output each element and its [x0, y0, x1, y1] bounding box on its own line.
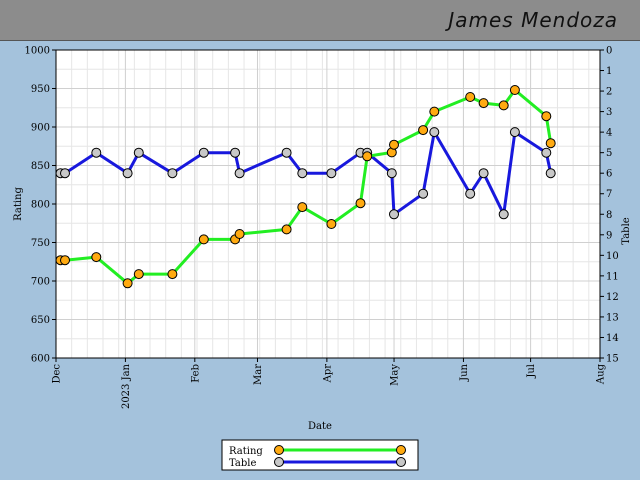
left-axis-tick-label: 950 [31, 84, 50, 95]
rating-point [281, 224, 292, 235]
table-point [326, 168, 337, 179]
x-axis-tick-label: Feb [190, 364, 201, 383]
table-point [234, 168, 245, 179]
legend-marker-rating [396, 445, 406, 455]
series-layer [55, 85, 556, 289]
right-axis-tick-label: 14 [606, 333, 619, 344]
right-axis-tick-label: 8 [606, 210, 612, 221]
legend-box [221, 439, 419, 471]
rating-point [429, 106, 440, 117]
legend-marker-table [274, 457, 284, 467]
right-axis-tick-label: 11 [606, 271, 619, 282]
left-axis-tick-label: 750 [31, 238, 50, 249]
table-point [389, 209, 399, 220]
rating-point [498, 100, 509, 111]
rating-point [389, 139, 399, 150]
right-axis-tick-label: 4 [606, 128, 612, 139]
right-axis-tick-label: 3 [606, 107, 612, 118]
x-axis-tick-label: 2023 Jan [121, 363, 132, 409]
table-point [133, 147, 144, 158]
rating-point [355, 198, 366, 209]
x-axis-tick-label: Mar [253, 364, 264, 385]
table-point [509, 127, 520, 138]
header-bar: James Mendoza [0, 0, 640, 41]
table-point [297, 168, 308, 179]
left-axis-tick-label: 850 [31, 161, 50, 172]
x-axis: Dec 2023 Jan Feb Mar Apr May Jun Jul Aug [52, 358, 607, 409]
legend-marker-rating [274, 445, 284, 455]
right-axis-label: Table [621, 217, 632, 244]
rating-point [541, 111, 552, 122]
table-point [281, 147, 292, 158]
left-axis-tick-label: 800 [31, 200, 50, 211]
rating-point [167, 269, 178, 280]
legend-label-table: Table [229, 458, 256, 469]
table-point [230, 147, 241, 158]
left-axis-tick-label: 900 [31, 123, 50, 134]
rating-point [509, 85, 520, 95]
table-point [545, 168, 556, 179]
right-axis-tick-label: 15 [606, 354, 619, 365]
right-axis-tick-label: 7 [606, 189, 612, 200]
rating-point [297, 202, 308, 213]
right-axis-tick-label: 12 [606, 292, 619, 303]
rating-point [465, 92, 476, 102]
right-axis-tick-label: 5 [606, 148, 612, 159]
table-point [541, 147, 552, 158]
right-axis-tick-label: 0 [606, 46, 612, 57]
table-point [122, 168, 133, 179]
x-axis-tick-label: May [390, 364, 401, 386]
rating-point [60, 255, 70, 266]
table-point [498, 209, 509, 220]
x-axis-tick-label: Aug [596, 363, 607, 385]
table-point [465, 188, 476, 199]
rating-point [234, 229, 245, 239]
rating-point [122, 278, 133, 289]
table-point [167, 168, 178, 179]
legend-label-rating: Rating [229, 446, 263, 457]
table-point [418, 188, 429, 199]
left-axis-label: Rating [13, 187, 24, 221]
left-axis: 600 650 700 750 800 850 900 950 1000 [25, 46, 56, 365]
table-point [478, 168, 489, 179]
x-axis-tick-label: Jun [459, 363, 470, 381]
rating-point [418, 125, 429, 136]
rating-point [545, 138, 556, 149]
right-axis-tick-label: 2 [606, 87, 612, 98]
rating-point [133, 269, 144, 280]
player-name: James Mendoza [448, 8, 618, 32]
table-point [386, 168, 397, 179]
rating-point [326, 219, 337, 229]
table-point [198, 147, 209, 158]
rating-point [362, 151, 373, 162]
right-axis-tick-label: 10 [606, 251, 619, 262]
rating-point [198, 234, 209, 245]
legend-marker-table [396, 457, 406, 467]
x-axis-tick-label: Apr [322, 364, 333, 384]
rating-point [91, 252, 102, 263]
rating-point [478, 98, 489, 109]
table-point [429, 127, 440, 138]
left-axis-tick-label: 700 [31, 277, 50, 288]
left-axis-tick-label: 600 [31, 354, 50, 365]
left-axis-tick-label: 650 [31, 315, 50, 326]
right-axis-tick-label: 1 [606, 66, 612, 77]
plot-frame [55, 49, 601, 359]
x-axis-label: Date [308, 421, 332, 432]
right-axis-tick-label: 6 [606, 169, 612, 180]
table-point [60, 168, 70, 179]
right-axis-tick-label: 9 [606, 230, 612, 241]
right-axis-tick-label: 13 [606, 312, 619, 323]
x-axis-tick-label: Jul [526, 364, 537, 379]
table-point [91, 147, 102, 158]
left-axis-tick-label: 1000 [25, 46, 50, 57]
x-axis-tick-label: Dec [52, 364, 63, 384]
